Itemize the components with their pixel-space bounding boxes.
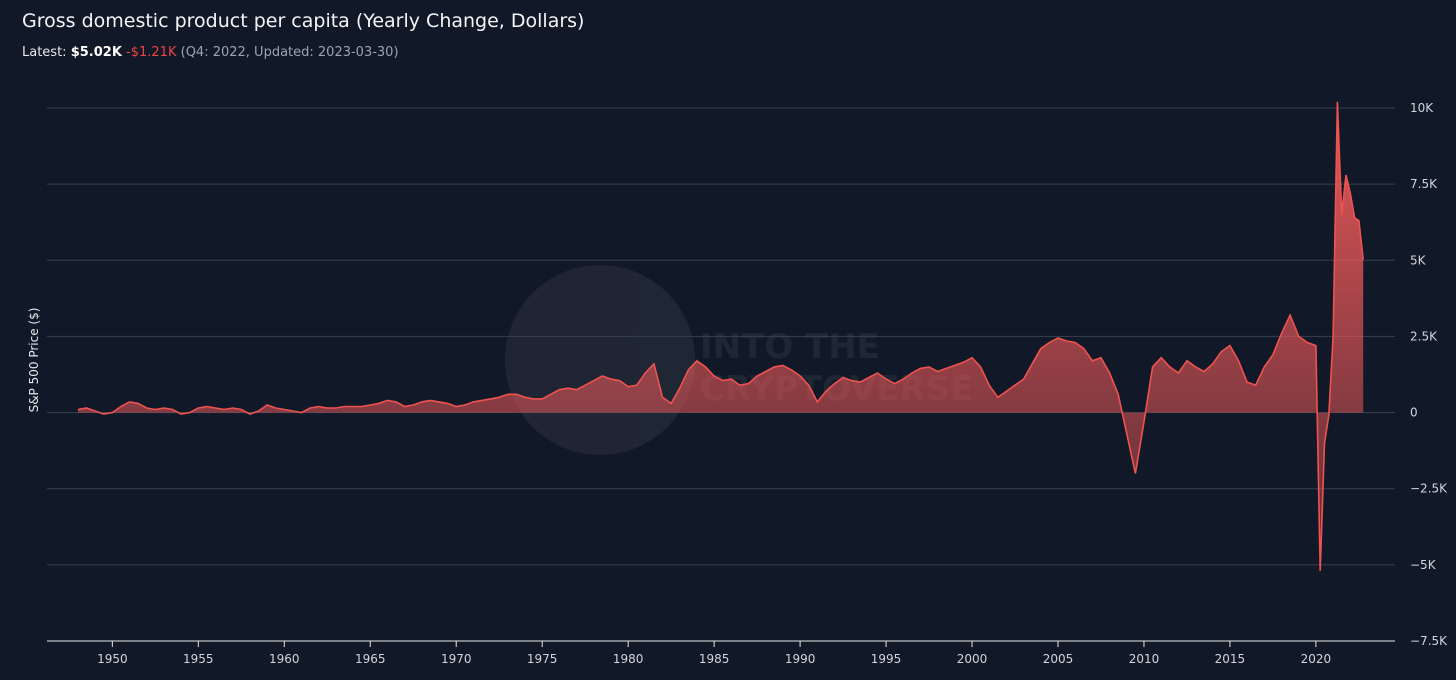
y-tick-label: −2.5K (1410, 482, 1448, 496)
latest-summary: Latest: $5.02K -$1.21K (Q4: 2022, Update… (22, 45, 399, 60)
x-tick-label: 1995 (871, 652, 902, 666)
x-tick-label: 2000 (957, 652, 988, 666)
x-tick-label: 1970 (441, 652, 472, 666)
y-tick-label: 2.5K (1410, 329, 1438, 343)
x-tick-label: 1985 (699, 652, 730, 666)
chart-title: Gross domestic product per capita (Yearl… (22, 10, 585, 32)
series-line (77, 101, 1364, 571)
watermark-logo-icon (505, 265, 695, 455)
x-tick-label: 1990 (785, 652, 816, 666)
x-tick-label: 2020 (1301, 652, 1332, 666)
x-tick-label: 1975 (527, 652, 558, 666)
latest-label: Latest: (22, 45, 67, 60)
watermark: INTO THE CRYPTOVERSE (505, 265, 973, 455)
x-tick-label: 1960 (269, 652, 300, 666)
x-tick-label: 2010 (1129, 652, 1160, 666)
x-tick-labels: 1950 1955 1960 1965 1970 1975 1980 1985 1990 1995… (97, 652, 1331, 666)
x-tick-label: 1980 (613, 652, 644, 666)
x-tick-marks (111, 641, 1317, 647)
latest-value: $5.02K (70, 45, 122, 60)
watermark-line1: INTO THE (700, 327, 880, 367)
y-tick-label: 7.5K (1410, 177, 1438, 191)
x-tick-label: 2015 (1215, 652, 1246, 666)
y-tick-label: −5K (1410, 558, 1437, 572)
x-tick-label: 1965 (355, 652, 386, 666)
x-tick-label: 1955 (183, 652, 214, 666)
y-tick-label: 0 (1410, 406, 1418, 420)
y-tick-label: 5K (1410, 253, 1427, 267)
y-tick-label: 10K (1410, 101, 1434, 115)
x-tick-label: 1950 (97, 652, 128, 666)
y-tick-labels: 10K 7.5K 5K 2.5K 0 −2.5K −5K −7.5K (1410, 101, 1448, 648)
latest-meta: (Q4: 2022, Updated: 2023-03-30) (180, 45, 399, 60)
y-tick-label: −7.5K (1410, 634, 1448, 648)
x-tick-label: 2005 (1043, 652, 1074, 666)
latest-change: -$1.21K (126, 45, 177, 60)
grid (47, 107, 1395, 566)
